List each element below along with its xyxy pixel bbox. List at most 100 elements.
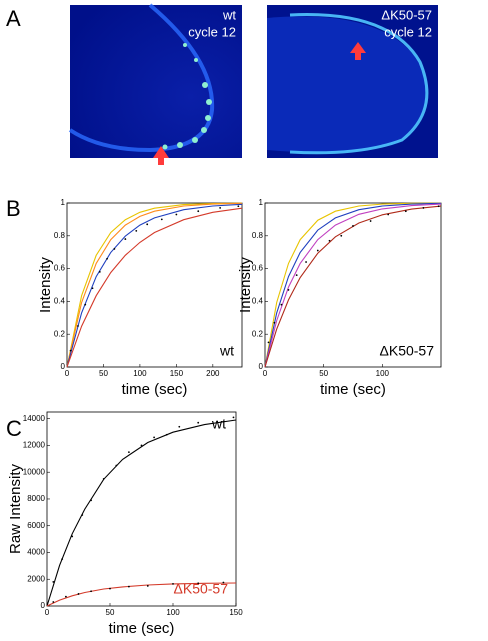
- y-tick-label: 6000: [27, 521, 45, 530]
- annotation: ΔK50-57: [174, 581, 229, 597]
- x-tick-label: 0: [45, 608, 50, 617]
- image-label: ΔK50-57: [381, 7, 432, 22]
- y-tick-label: 0.6: [54, 264, 66, 273]
- data-point: [422, 207, 425, 209]
- data-point: [90, 499, 92, 502]
- data-point: [178, 425, 181, 428]
- data-point: [165, 433, 168, 436]
- data-point: [127, 585, 130, 588]
- x-tick-label: 0: [65, 369, 70, 378]
- micrograph: wt cycle 12: [68, 3, 242, 165]
- y-tick-label: 8000: [27, 494, 45, 503]
- fit-line: [66, 203, 243, 368]
- fit-line: [66, 207, 243, 368]
- panel-label: A: [6, 6, 21, 31]
- data-point: [65, 595, 67, 598]
- fit-line: [46, 419, 237, 607]
- panel-label: B: [6, 196, 21, 221]
- data-point: [153, 436, 156, 439]
- data-point: [305, 261, 307, 263]
- y-tick-label: 1: [61, 198, 66, 207]
- data-point: [127, 451, 130, 454]
- data-point: [219, 207, 222, 209]
- data-point: [98, 270, 101, 273]
- y-tick-label: 0.4: [54, 297, 66, 306]
- data-point: [273, 321, 276, 324]
- data-point: [280, 303, 283, 306]
- data-point: [77, 593, 80, 595]
- y-tick-label: 0.8: [54, 231, 66, 240]
- fit-line: [46, 582, 237, 607]
- x-tick-label: 100: [133, 369, 147, 378]
- data-point: [340, 234, 343, 237]
- y-tick-label: 0.2: [54, 329, 66, 338]
- data-point: [115, 464, 118, 467]
- y-tick-label: 12000: [23, 441, 46, 450]
- x-tick-label: 150: [229, 608, 243, 617]
- y-tick-label: 4000: [27, 548, 45, 557]
- annotation: wt: [219, 343, 234, 359]
- x-tick-label: 0: [263, 369, 268, 378]
- data-point: [81, 514, 84, 516]
- y-tick-label: 0.8: [252, 231, 264, 240]
- data-point: [146, 585, 149, 587]
- data-point: [387, 213, 390, 216]
- x-tick-label: 200: [206, 369, 220, 378]
- y-axis-label: Intensity: [37, 257, 54, 313]
- data-point: [113, 248, 116, 250]
- micrograph: ΔK50-57 cycle 12: [267, 5, 438, 158]
- y-tick-label: 0.2: [252, 329, 264, 338]
- data-point: [172, 583, 174, 585]
- data-point: [437, 205, 440, 208]
- y-tick-label: 2000: [27, 574, 45, 583]
- fit-line: [264, 202, 442, 368]
- y-tick-label: 14000: [23, 414, 46, 423]
- data-point: [369, 220, 372, 222]
- data-point: [140, 444, 143, 447]
- data-point: [160, 218, 163, 221]
- x-tick-label: 50: [106, 608, 115, 617]
- fit-line: [264, 203, 442, 368]
- data-point: [197, 210, 200, 213]
- panel-label: C: [6, 416, 22, 441]
- plot-frame: [46, 411, 237, 607]
- data-point: [91, 287, 94, 290]
- annotation: ΔK50-57: [380, 343, 435, 359]
- y-tick-label: 0: [259, 362, 264, 371]
- data-point: [197, 421, 200, 424]
- x-tick-label: 50: [319, 369, 328, 378]
- data-point: [216, 420, 219, 423]
- image-label: wt: [222, 7, 236, 22]
- data-point: [77, 325, 79, 327]
- x-tick-label: 100: [376, 369, 390, 378]
- data-point: [295, 274, 298, 277]
- x-axis-label: time (sec): [109, 620, 175, 637]
- image-label: cycle 12: [384, 24, 432, 39]
- x-tick-label: 50: [99, 369, 108, 378]
- fit-line: [66, 202, 243, 368]
- y-axis-label: Intensity: [237, 257, 254, 313]
- data-point: [106, 257, 109, 260]
- data-point: [71, 535, 74, 538]
- x-axis-label: time (sec): [320, 381, 386, 398]
- data-point: [52, 601, 55, 603]
- data-point: [84, 303, 87, 306]
- data-point: [316, 249, 319, 252]
- x-axis-label: time (sec): [122, 381, 188, 398]
- data-point: [61, 558, 64, 561]
- image-label: cycle 12: [188, 24, 236, 39]
- data-point: [328, 239, 331, 242]
- data-point: [404, 210, 407, 213]
- data-point: [90, 590, 92, 593]
- x-tick-label: 150: [170, 369, 184, 378]
- data-point: [175, 213, 178, 216]
- data-point: [197, 582, 200, 585]
- y-tick-label: 1: [259, 198, 264, 207]
- data-point: [69, 349, 72, 352]
- y-axis-label: Raw Intensity: [7, 463, 24, 554]
- data-point: [102, 477, 105, 480]
- fit-line: [66, 202, 243, 368]
- data-point: [124, 238, 127, 240]
